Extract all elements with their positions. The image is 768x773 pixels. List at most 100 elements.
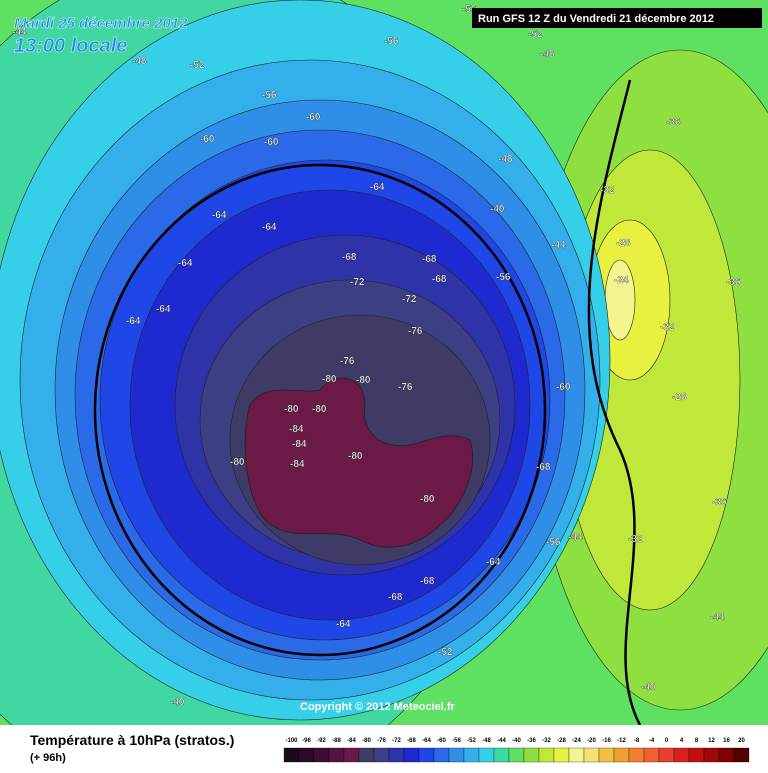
legend: -100 -96 -92 -88 -84 -80 -76 -72 -68 -64 -60 -56 -52… — [283, 738, 750, 763]
legend-label: -96 — [302, 738, 311, 744]
contour-label: -80 — [356, 375, 371, 386]
time-text: 13:00 locale — [14, 35, 127, 57]
contour-label: -68 — [342, 252, 357, 263]
contour-label: -60 — [264, 137, 279, 148]
legend-label: -64 — [422, 738, 431, 744]
contour-label: -80 — [230, 457, 245, 468]
contour-label: -80 — [322, 374, 337, 385]
contour-label: -64 — [126, 316, 141, 327]
contour-label: -68 — [388, 592, 403, 603]
contour-label: -64 — [178, 258, 193, 269]
polar-vortex-edge — [93, 163, 547, 657]
legend-swatch — [628, 747, 645, 763]
legend-swatch — [463, 747, 480, 763]
legend-swatch — [478, 747, 495, 763]
contour-label: -40 — [170, 697, 185, 708]
legend-swatch — [598, 747, 615, 763]
legend-swatch — [418, 747, 435, 763]
contour-label: -80 — [420, 494, 435, 505]
legend-swatch — [658, 747, 675, 763]
contour-label: -56 — [262, 90, 277, 101]
contour-label: -52 — [528, 29, 543, 40]
contour-label: -60 — [306, 112, 321, 123]
contour-label: -64 — [156, 304, 171, 315]
legend-label: -76 — [377, 738, 386, 744]
contour-label: -56 — [546, 537, 561, 548]
legend-label: -88 — [332, 738, 341, 744]
contour-label: -80 — [348, 451, 363, 462]
legend-label: -24 — [572, 738, 581, 744]
contour-label: -56 — [462, 4, 477, 15]
legend-label: -8 — [634, 738, 640, 744]
legend-label: 12 — [708, 738, 715, 744]
legend-swatch — [448, 747, 465, 763]
legend-label: -72 — [392, 738, 401, 744]
field-region — [604, 259, 636, 341]
legend-label: -100 — [285, 738, 298, 744]
legend-swatch — [433, 747, 450, 763]
legend-label: -52 — [467, 738, 476, 744]
legend-label: -28 — [557, 738, 566, 744]
contour-label: -80 — [284, 404, 299, 415]
footer-lead: (+ 96h) — [30, 752, 66, 764]
legend-swatch — [583, 747, 600, 763]
legend-label: -68 — [407, 738, 416, 744]
contour-label: -60 — [556, 382, 571, 393]
legend-swatch — [688, 747, 705, 763]
legend-label: -92 — [317, 738, 326, 744]
contour-label: -68 — [432, 274, 447, 285]
contour-label: -68 — [420, 576, 435, 587]
legend-swatch — [328, 747, 345, 763]
legend-swatch — [568, 747, 585, 763]
legend-swatch — [388, 747, 405, 763]
contour-label: -44 — [710, 612, 725, 623]
contour-label: -36 — [712, 497, 727, 508]
legend-label: 8 — [695, 738, 699, 744]
contour-label: -28 — [616, 238, 631, 249]
legend-swatch — [538, 747, 555, 763]
contour-label: -84 — [290, 459, 305, 470]
contour-label: -64 — [262, 222, 277, 233]
contour-label: -56 — [384, 36, 399, 47]
legend-label: -60 — [437, 738, 446, 744]
contour-label: -32 — [660, 322, 675, 333]
legend-swatch — [343, 747, 360, 763]
legend-label: -44 — [497, 738, 506, 744]
legend-label: 4 — [680, 738, 684, 744]
contour-label: -48 — [132, 56, 147, 67]
contour-label: -64 — [336, 619, 351, 630]
contour-label: -84 — [292, 439, 307, 450]
contour-label: -24 — [614, 275, 629, 286]
contour-label: -84 — [289, 424, 304, 435]
contour-label: -44 — [12, 27, 27, 38]
legend-label: -36 — [527, 738, 536, 744]
contour-labels: -56 -52 -48 -44 -48 -52 -56 -56 -60 -60 -60 -64 -64 -… — [12, 4, 741, 708]
legend-label: -48 — [482, 738, 491, 744]
legend-swatch — [373, 747, 390, 763]
legend-label: -4 — [649, 738, 655, 744]
contour-label: -64 — [370, 182, 385, 193]
contour-label: -48 — [540, 49, 555, 60]
copyright: Copyright © 2012 Meteociel.fr — [300, 701, 456, 713]
legend-swatch — [283, 747, 300, 763]
legend-swatch — [523, 747, 540, 763]
legend-swatch — [508, 747, 525, 763]
contour-label: -36 — [726, 277, 741, 288]
legend-label: 0 — [665, 738, 669, 744]
legend-swatch — [313, 747, 330, 763]
legend-label: -84 — [347, 738, 356, 744]
legend-swatch — [673, 747, 690, 763]
legend-label: 16 — [723, 738, 730, 744]
date-text: Mardi 25 décembre 2012 — [14, 15, 188, 32]
legend-label: -40 — [512, 738, 521, 744]
footer-title: Température à 10hPa (stratos.) — [30, 732, 234, 748]
contour-label: -56 — [496, 272, 511, 283]
contour-label: -60 — [200, 134, 215, 145]
contour-label: -32 — [628, 534, 643, 545]
run-box — [472, 8, 762, 28]
contour-label: -32 — [600, 185, 615, 196]
contour-label: -68 — [536, 462, 551, 473]
contour-label: -52 — [438, 647, 453, 658]
legend-label: -12 — [617, 738, 626, 744]
